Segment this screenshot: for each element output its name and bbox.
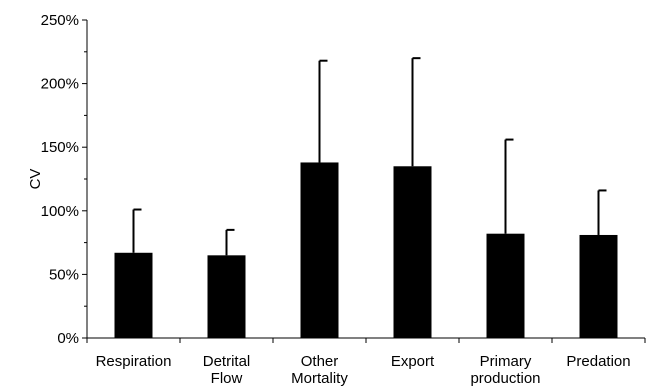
x-tick-label: Detrital (203, 353, 251, 370)
bars (114, 162, 618, 338)
bar (393, 166, 432, 338)
bar (300, 162, 339, 338)
x-tick-label: Respiration (96, 353, 172, 370)
error-bars (132, 57, 607, 256)
bar (486, 233, 525, 338)
y-tick-label: 250% (41, 12, 79, 29)
axes (82, 19, 646, 343)
x-tick-label: Primary (480, 353, 532, 370)
x-tick-label: production (470, 370, 540, 387)
labels: 0% 50% 100% 150% 200% 250% CV Respiration Detrit… (27, 12, 631, 387)
x-tick-label: Mortality (291, 370, 348, 387)
x-tick-label: Export (391, 353, 435, 370)
bar (579, 234, 618, 338)
y-tick-label: 0% (57, 330, 79, 347)
y-tick-label: 150% (41, 139, 79, 156)
y-tick-label: 50% (49, 266, 79, 283)
bar (114, 252, 153, 338)
y-tick-label: 200% (41, 76, 79, 93)
y-tick-label: 100% (41, 203, 79, 220)
x-tick-label: Other (301, 353, 339, 370)
bar (207, 255, 246, 338)
y-axis-label: CV (27, 169, 44, 190)
x-tick-label: Flow (211, 370, 243, 387)
x-tick-label: Predation (566, 353, 630, 370)
